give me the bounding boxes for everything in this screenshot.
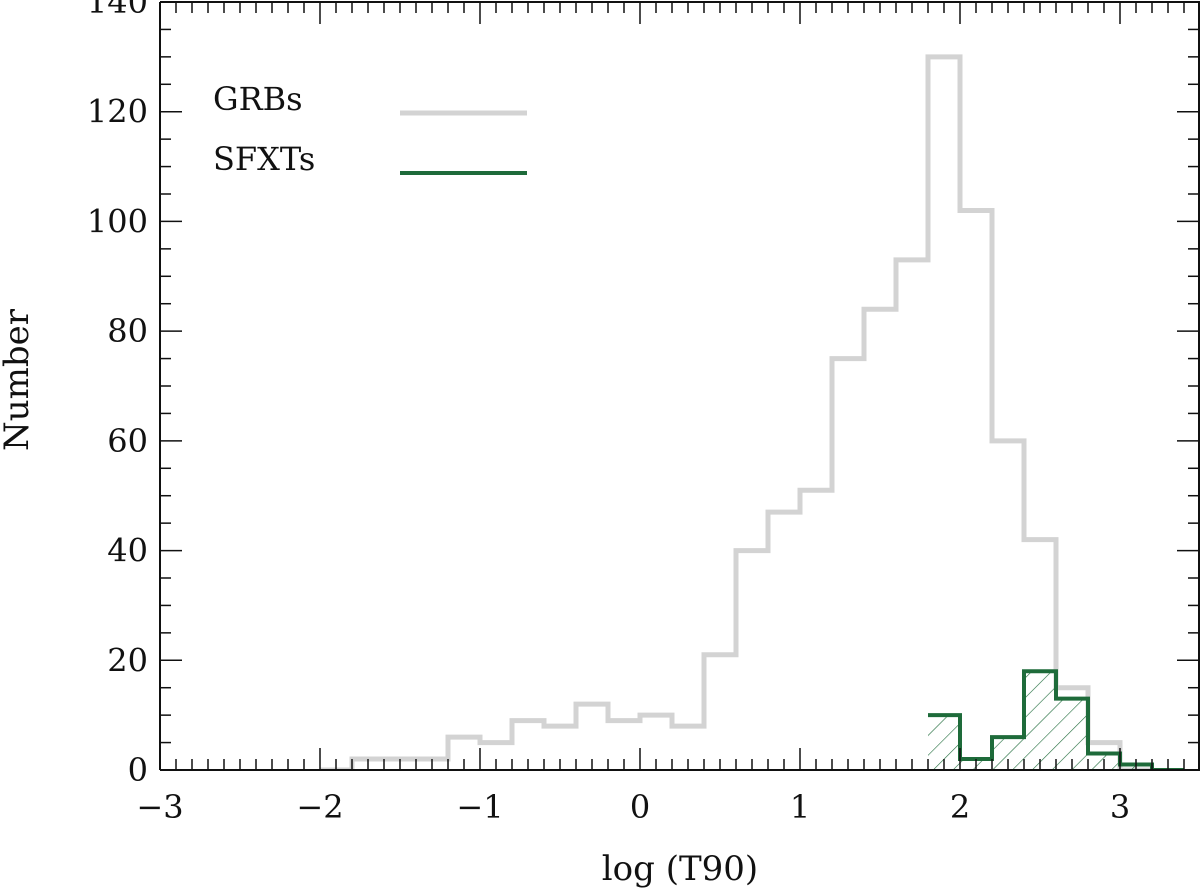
bar-fill-sfxts [1056, 698, 1088, 770]
x-tick-label: −1 [456, 788, 503, 826]
y-axis-label: Number [0, 308, 37, 451]
series-line-grbs [320, 54, 1152, 770]
x-tick-label: 2 [950, 788, 970, 826]
x-axis-label: log (T90) [602, 849, 758, 889]
y-tick-label: 140 [87, 0, 148, 21]
y-tick-label: 120 [87, 93, 148, 131]
y-tick-label: 40 [107, 532, 148, 570]
legend-label-grbs: GRBs [213, 80, 303, 118]
x-tick-label: 1 [790, 788, 810, 826]
x-tick-label: 3 [1110, 788, 1130, 826]
series-sfxts [928, 669, 1184, 770]
x-tick-label: 0 [630, 788, 650, 826]
y-tick-label: 20 [107, 641, 148, 679]
plot-area [320, 54, 1184, 770]
y-tick-label: 80 [107, 312, 148, 350]
bar-fill-sfxts [1024, 671, 1056, 770]
legend: GRBs SFXTs [213, 80, 527, 178]
series-grbs [320, 54, 1152, 770]
legend-label-sfxts: SFXTs [213, 140, 315, 178]
axes: −3 −2 −1 0 1 2 3 0 20 40 60 80 100 120 140 [87, 0, 1200, 826]
y-tick-label: 100 [87, 202, 148, 240]
y-tick-label: 0 [128, 751, 148, 789]
legend-item-grbs: GRBs [213, 80, 527, 118]
y-tick-label: 60 [107, 422, 148, 460]
plot-clip-group [320, 54, 1184, 770]
x-tick-label: −3 [136, 788, 183, 826]
x-tick-label: −2 [296, 788, 343, 826]
legend-item-sfxts: SFXTs [213, 140, 527, 178]
